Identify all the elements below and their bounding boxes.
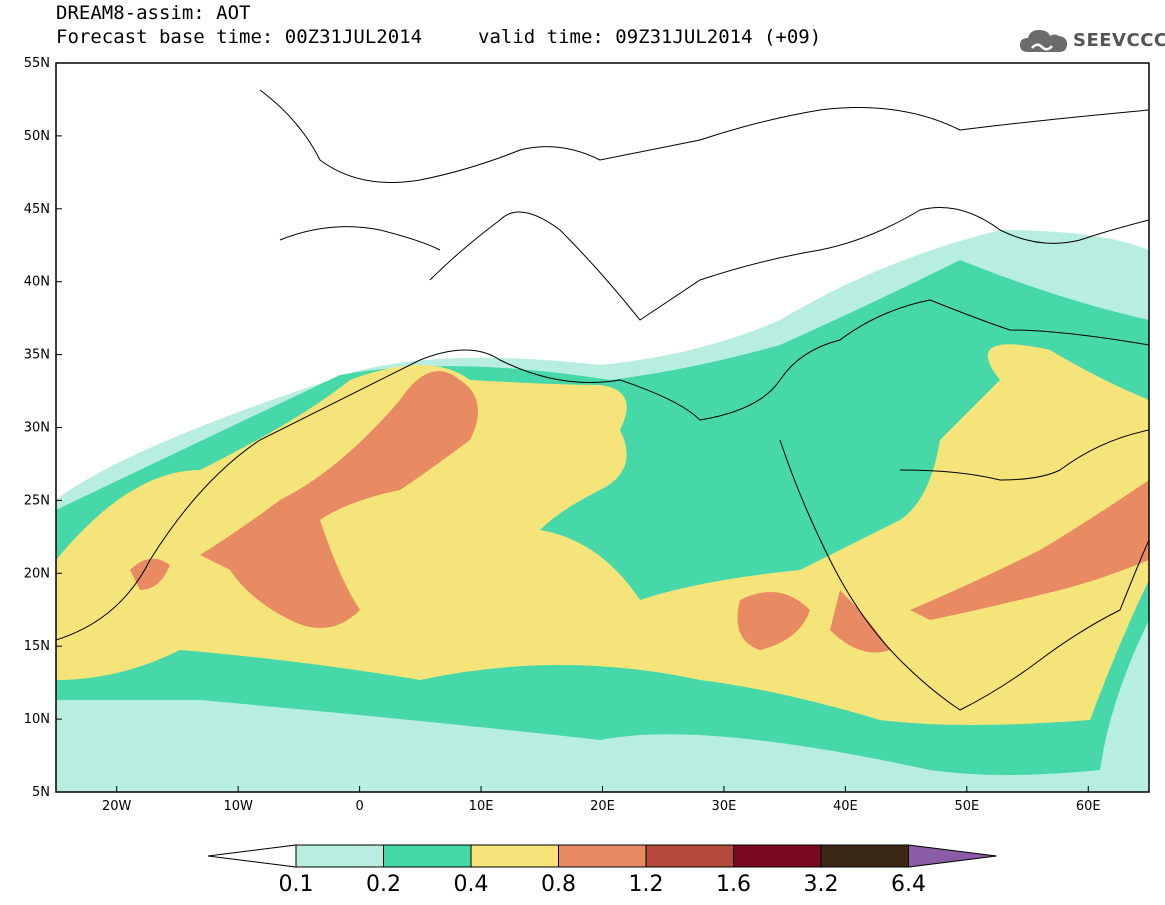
lon-label-60E: 60E: [1076, 799, 1101, 814]
colorbar-box: [645, 844, 734, 868]
colorbar-tick-label: 1.2: [629, 872, 664, 897]
lat-label-20N: 20N: [24, 566, 50, 581]
map-title: DREAM8-assim: AOT: [56, 2, 251, 24]
lat-label-5N: 5N: [32, 785, 50, 800]
colorbar-box: [558, 844, 647, 868]
colorbar-box: [820, 844, 909, 868]
lon-label-20W: 20W: [102, 799, 132, 814]
valid-time: valid time: 09Z31JUL2014 (+09): [478, 26, 822, 48]
cloud-icon: [1020, 30, 1067, 52]
lon-label-40E: 40E: [833, 799, 858, 814]
colorbar-tick-label: 3.2: [804, 872, 839, 897]
aot-contour-0.4: [56, 344, 1149, 725]
lon-label-30E: 30E: [712, 799, 737, 814]
lon-label-10E: 10E: [469, 799, 494, 814]
lat-label-50N: 50N: [24, 129, 50, 144]
latitude-labels: 55N 50N 45N 40N 35N 30N 25N 20N 15N 10N 5N: [24, 56, 50, 800]
grid-ticks: [56, 62, 1089, 793]
colorbar-box: [295, 844, 384, 868]
logo-text: SEEVCCC: [1073, 30, 1165, 51]
lat-label-15N: 15N: [24, 639, 50, 654]
longitude-labels: 20W 10W 0 10E 20E 30E 40E 50E 60E: [102, 799, 1101, 814]
colorbar-under-arrow: [207, 844, 297, 868]
colorbar-labels: 0.1 0.2 0.4 0.8 1.2 1.6 3.2 6.4: [279, 872, 927, 897]
aot-contour-0.8-east: [737, 480, 1149, 653]
colorbar-box: [383, 844, 472, 868]
colorbar-tick-label: 6.4: [891, 872, 926, 897]
lon-label-20E: 20E: [590, 799, 615, 814]
colorbar-tick-label: 0.2: [366, 872, 401, 897]
colorbar-tick-label: 0.4: [454, 872, 489, 897]
lat-label-55N: 55N: [24, 56, 50, 71]
aot-contour-0.8: [200, 371, 478, 628]
lat-label-35N: 35N: [24, 348, 50, 363]
lat-label-25N: 25N: [24, 493, 50, 508]
lat-label-45N: 45N: [24, 202, 50, 217]
coastlines: [56, 89, 1149, 711]
seevccc-logo: SEEVCCC: [1018, 26, 1165, 56]
colorbar-boxes: [207, 844, 997, 868]
lon-label-0: 0: [355, 799, 363, 814]
lon-label-10W: 10W: [223, 799, 253, 814]
aot-contour-0.8-west: [130, 558, 170, 590]
colorbar-box: [733, 844, 822, 868]
colorbar-tick-label: 0.8: [541, 872, 576, 897]
colorbar-tick-label: 1.6: [716, 872, 751, 897]
forecast-base-time: Forecast base time: 00Z31JUL2014: [56, 26, 423, 48]
lat-label-10N: 10N: [24, 712, 50, 727]
lat-label-30N: 30N: [24, 421, 50, 436]
colorbar-over-arrow: [908, 844, 997, 868]
colorbar-tick-label: 0.1: [279, 872, 314, 897]
lon-label-50E: 50E: [954, 799, 979, 814]
lat-label-40N: 40N: [24, 275, 50, 290]
colorbar-box: [470, 844, 559, 868]
aot-field: [56, 63, 1149, 792]
